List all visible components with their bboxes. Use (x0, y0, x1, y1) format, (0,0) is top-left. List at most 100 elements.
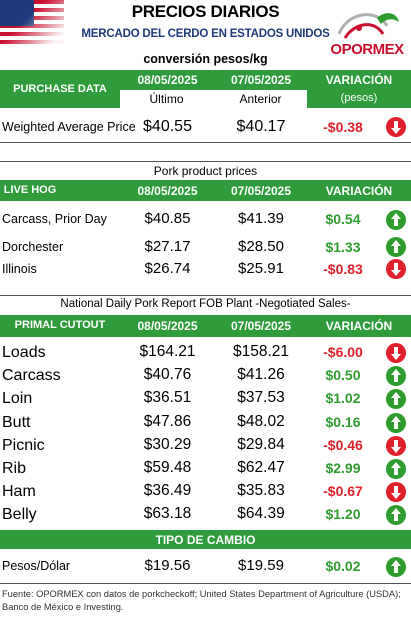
row-value-latest: $27.17 (144, 238, 191, 255)
page-subtitle: MERCADO DEL CERDO EN ESTADOS UNIDOS (81, 28, 330, 40)
row-label: Carcass (2, 367, 61, 385)
purchase-date1: 08/05/2025 (137, 73, 198, 87)
table-row: Weighted Average Price $40.55 $40.17 -$0… (0, 117, 411, 139)
row-value-previous: $41.26 (237, 366, 285, 384)
row-variation: $0.54 (325, 211, 361, 227)
report-variation-label: VARIACIÓN (325, 319, 393, 333)
row-variation: -$6.00 (323, 344, 363, 360)
down-arrow-icon (386, 482, 406, 503)
up-arrow-icon (386, 459, 406, 479)
row-value-latest: $19.56 (144, 557, 191, 574)
source-footnote: Fuente: OPORMEX con datos de porkcheckof… (2, 589, 401, 612)
row-variation: $0.50 (325, 367, 361, 384)
row-value-previous: $158.21 (232, 343, 290, 360)
table-row: Rib $59.48 $62.47 $2.99 (0, 458, 411, 481)
report-date1: 08/05/2025 (137, 319, 198, 333)
row-value-previous: $41.39 (238, 210, 284, 227)
divider (0, 161, 411, 162)
row-value-latest: $47.86 (143, 412, 192, 430)
divider (0, 583, 411, 584)
pork-section-label: LIVE HOG (3, 184, 57, 196)
row-value-previous: $40.17 (236, 118, 286, 135)
table-row: Butt $47.86 $48.02 $0.16 (0, 412, 411, 435)
row-label: Dorchester (2, 240, 64, 254)
down-arrow-icon (386, 117, 406, 137)
purchase-subheader: Último Anterior (120, 90, 307, 108)
row-variation: -$0.46 (323, 436, 363, 453)
table-row: Loin $36.51 $37.53 $1.02 (0, 388, 411, 411)
row-label: Loads (2, 344, 46, 361)
pork-date1: 08/05/2025 (137, 184, 198, 198)
pork-section-title: Pork product prices (153, 164, 258, 178)
opormex-logo-icon (337, 13, 399, 39)
row-variation: $0.16 (325, 413, 361, 430)
us-flag-image (0, 0, 64, 48)
row-value-previous: $62.47 (237, 459, 285, 476)
down-arrow-icon (386, 343, 406, 363)
report-date2: 07/05/2025 (230, 319, 292, 333)
table-row: Dorchester $27.17 $28.50 $1.33 (0, 236, 411, 258)
row-value-latest: $40.55 (143, 118, 192, 135)
down-arrow-icon (386, 435, 406, 456)
up-arrow-icon (386, 389, 406, 410)
row-label: Belly (2, 506, 37, 524)
report-section-label: PRIMAL CUTOUT (14, 319, 106, 331)
row-value-previous: $19.59 (238, 557, 284, 574)
row-label: Illinois (2, 262, 37, 276)
report-header-bar: PRIMAL CUTOUT 08/05/2025 07/05/2025 VARI… (0, 315, 411, 337)
purchase-col-previous: Anterior (239, 92, 282, 106)
row-variation: -$0.83 (323, 261, 363, 277)
table-row: Pesos/Dólar $19.56 $19.59 $0.02 (0, 555, 411, 579)
purchase-col-latest: Último (149, 92, 184, 106)
row-label: Weighted Average Price (2, 120, 136, 134)
row-variation: $0.02 (325, 558, 361, 574)
row-label: Loin (2, 390, 33, 408)
purchase-date2: 07/05/2025 (230, 73, 292, 87)
row-label: Pesos/Dólar (2, 559, 71, 573)
page-title: PRECIOS DIARIOS (131, 2, 280, 21)
row-value-latest: $164.21 (139, 343, 196, 360)
report-header: PRECIOS DIARIOS MERCADO DEL CERDO EN EST… (0, 0, 411, 68)
up-arrow-icon (386, 505, 406, 526)
table-row: Loads $164.21 $158.21 -$6.00 (0, 342, 411, 365)
pork-date2: 07/05/2025 (230, 184, 292, 198)
report-section-title: National Daily Pork Report FOB Plant -Ne… (60, 298, 351, 310)
row-value-previous: $37.53 (237, 389, 285, 407)
table-row: Carcass $40.76 $41.26 $0.50 (0, 365, 411, 388)
row-value-latest: $40.76 (143, 366, 192, 384)
row-value-previous: $64.39 (237, 505, 285, 523)
row-value-previous: $35.83 (237, 482, 285, 500)
up-arrow-icon (386, 412, 406, 433)
row-variation: $1.02 (325, 390, 361, 407)
exchange-section-title: TIPO DE CAMBIO (155, 533, 256, 547)
row-value-latest: $63.18 (143, 505, 192, 523)
row-variation: $1.33 (325, 239, 361, 255)
row-variation: -$0.38 (323, 119, 363, 135)
up-arrow-icon (386, 210, 406, 230)
row-value-latest: $30.29 (143, 435, 192, 453)
table-row: Ham $36.49 $35.83 -$0.67 (0, 481, 411, 504)
up-arrow-icon (386, 557, 406, 577)
purchase-header-bar: PURCHASE DATA 08/05/2025 07/05/2025 VARI… (0, 70, 411, 108)
pork-header-bar: LIVE HOG 08/05/2025 07/05/2025 VARIACIÓN (0, 180, 411, 201)
down-arrow-icon (386, 259, 406, 279)
conversion-note: conversión pesos/kg (143, 52, 268, 66)
pork-variation-label: VARIACIÓN (325, 184, 393, 198)
row-value-latest: $36.49 (143, 482, 192, 500)
table-row: Carcass, Prior Day $40.85 $41.39 $0.54 (0, 208, 411, 232)
table-row: Picnic $30.29 $29.84 -$0.46 (0, 435, 411, 458)
divider (0, 295, 411, 296)
purchase-section-label: PURCHASE DATA (13, 83, 107, 95)
purchase-variation-unit: (pesos) (340, 92, 378, 104)
up-arrow-icon (386, 237, 406, 257)
row-variation: -$0.67 (323, 483, 363, 500)
row-label: Picnic (2, 436, 45, 454)
exchange-header-bar: TIPO DE CAMBIO (0, 530, 411, 549)
row-value-latest: $36.51 (143, 389, 192, 407)
row-label: Butt (2, 413, 31, 431)
row-variation: $2.99 (325, 460, 361, 476)
divider (0, 142, 411, 143)
row-value-previous: $28.50 (238, 238, 284, 255)
row-value-previous: $25.91 (238, 260, 284, 277)
table-row: Belly $63.18 $64.39 $1.20 (0, 504, 411, 527)
